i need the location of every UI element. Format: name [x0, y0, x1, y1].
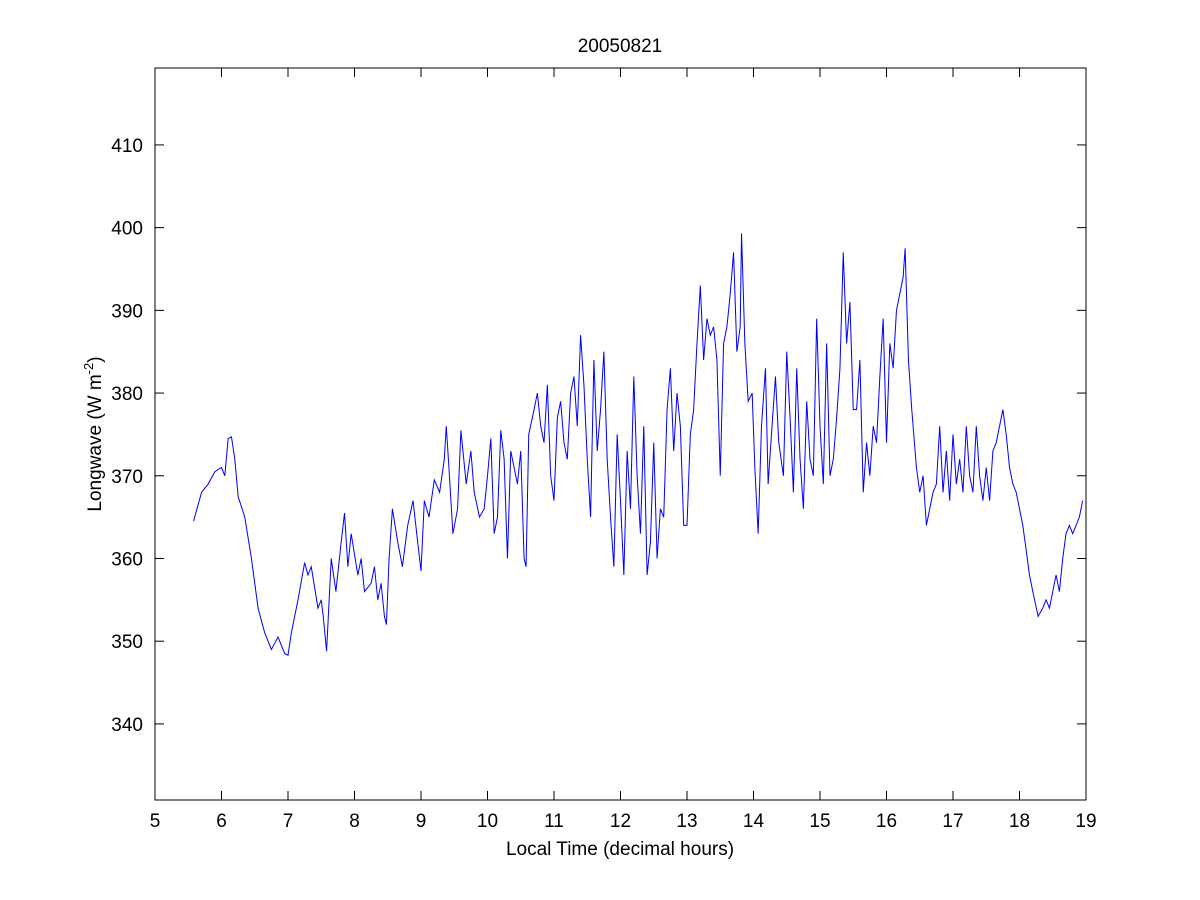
- x-tick-label: 5: [150, 811, 161, 832]
- x-tick-label: 15: [809, 811, 830, 832]
- x-tick-label: 14: [743, 811, 765, 832]
- y-axis-label-exponent: -2: [81, 363, 96, 375]
- x-tick-label: 8: [349, 811, 360, 832]
- y-tick-label: 390: [111, 301, 143, 322]
- x-tick-label: 10: [477, 811, 498, 832]
- y-tick-label: 340: [111, 715, 143, 736]
- x-tick-label: 18: [1009, 811, 1030, 832]
- y-tick-label: 410: [111, 136, 143, 157]
- y-axis-label-text: Longwave (W m: [85, 374, 106, 511]
- x-axis-label: Local Time (decimal hours): [506, 839, 734, 860]
- y-tick-label: 360: [111, 549, 143, 570]
- data-line: [193, 233, 1084, 657]
- plot-frame: [154, 67, 1087, 801]
- x-tick-label: 11: [544, 811, 564, 832]
- y-axis-label: Longwave (W m-2): [81, 356, 106, 511]
- y-tick-label: 370: [111, 467, 143, 488]
- chart-title: 20050821: [578, 36, 663, 57]
- y-tick-label: 380: [111, 384, 143, 405]
- y-tick-label: 350: [111, 632, 143, 653]
- x-tick-label: 6: [216, 811, 227, 832]
- x-tick-label: 13: [676, 811, 697, 832]
- x-tick-label: 19: [1075, 811, 1096, 832]
- x-tick-label: 7: [283, 811, 294, 832]
- x-tick-label: 16: [876, 811, 897, 832]
- x-tick-label: 17: [942, 811, 963, 832]
- x-tick-label: 9: [416, 811, 427, 832]
- y-axis-label-end: ): [85, 356, 106, 362]
- y-tick-label: 400: [111, 219, 143, 240]
- x-tick-label: 12: [610, 811, 631, 832]
